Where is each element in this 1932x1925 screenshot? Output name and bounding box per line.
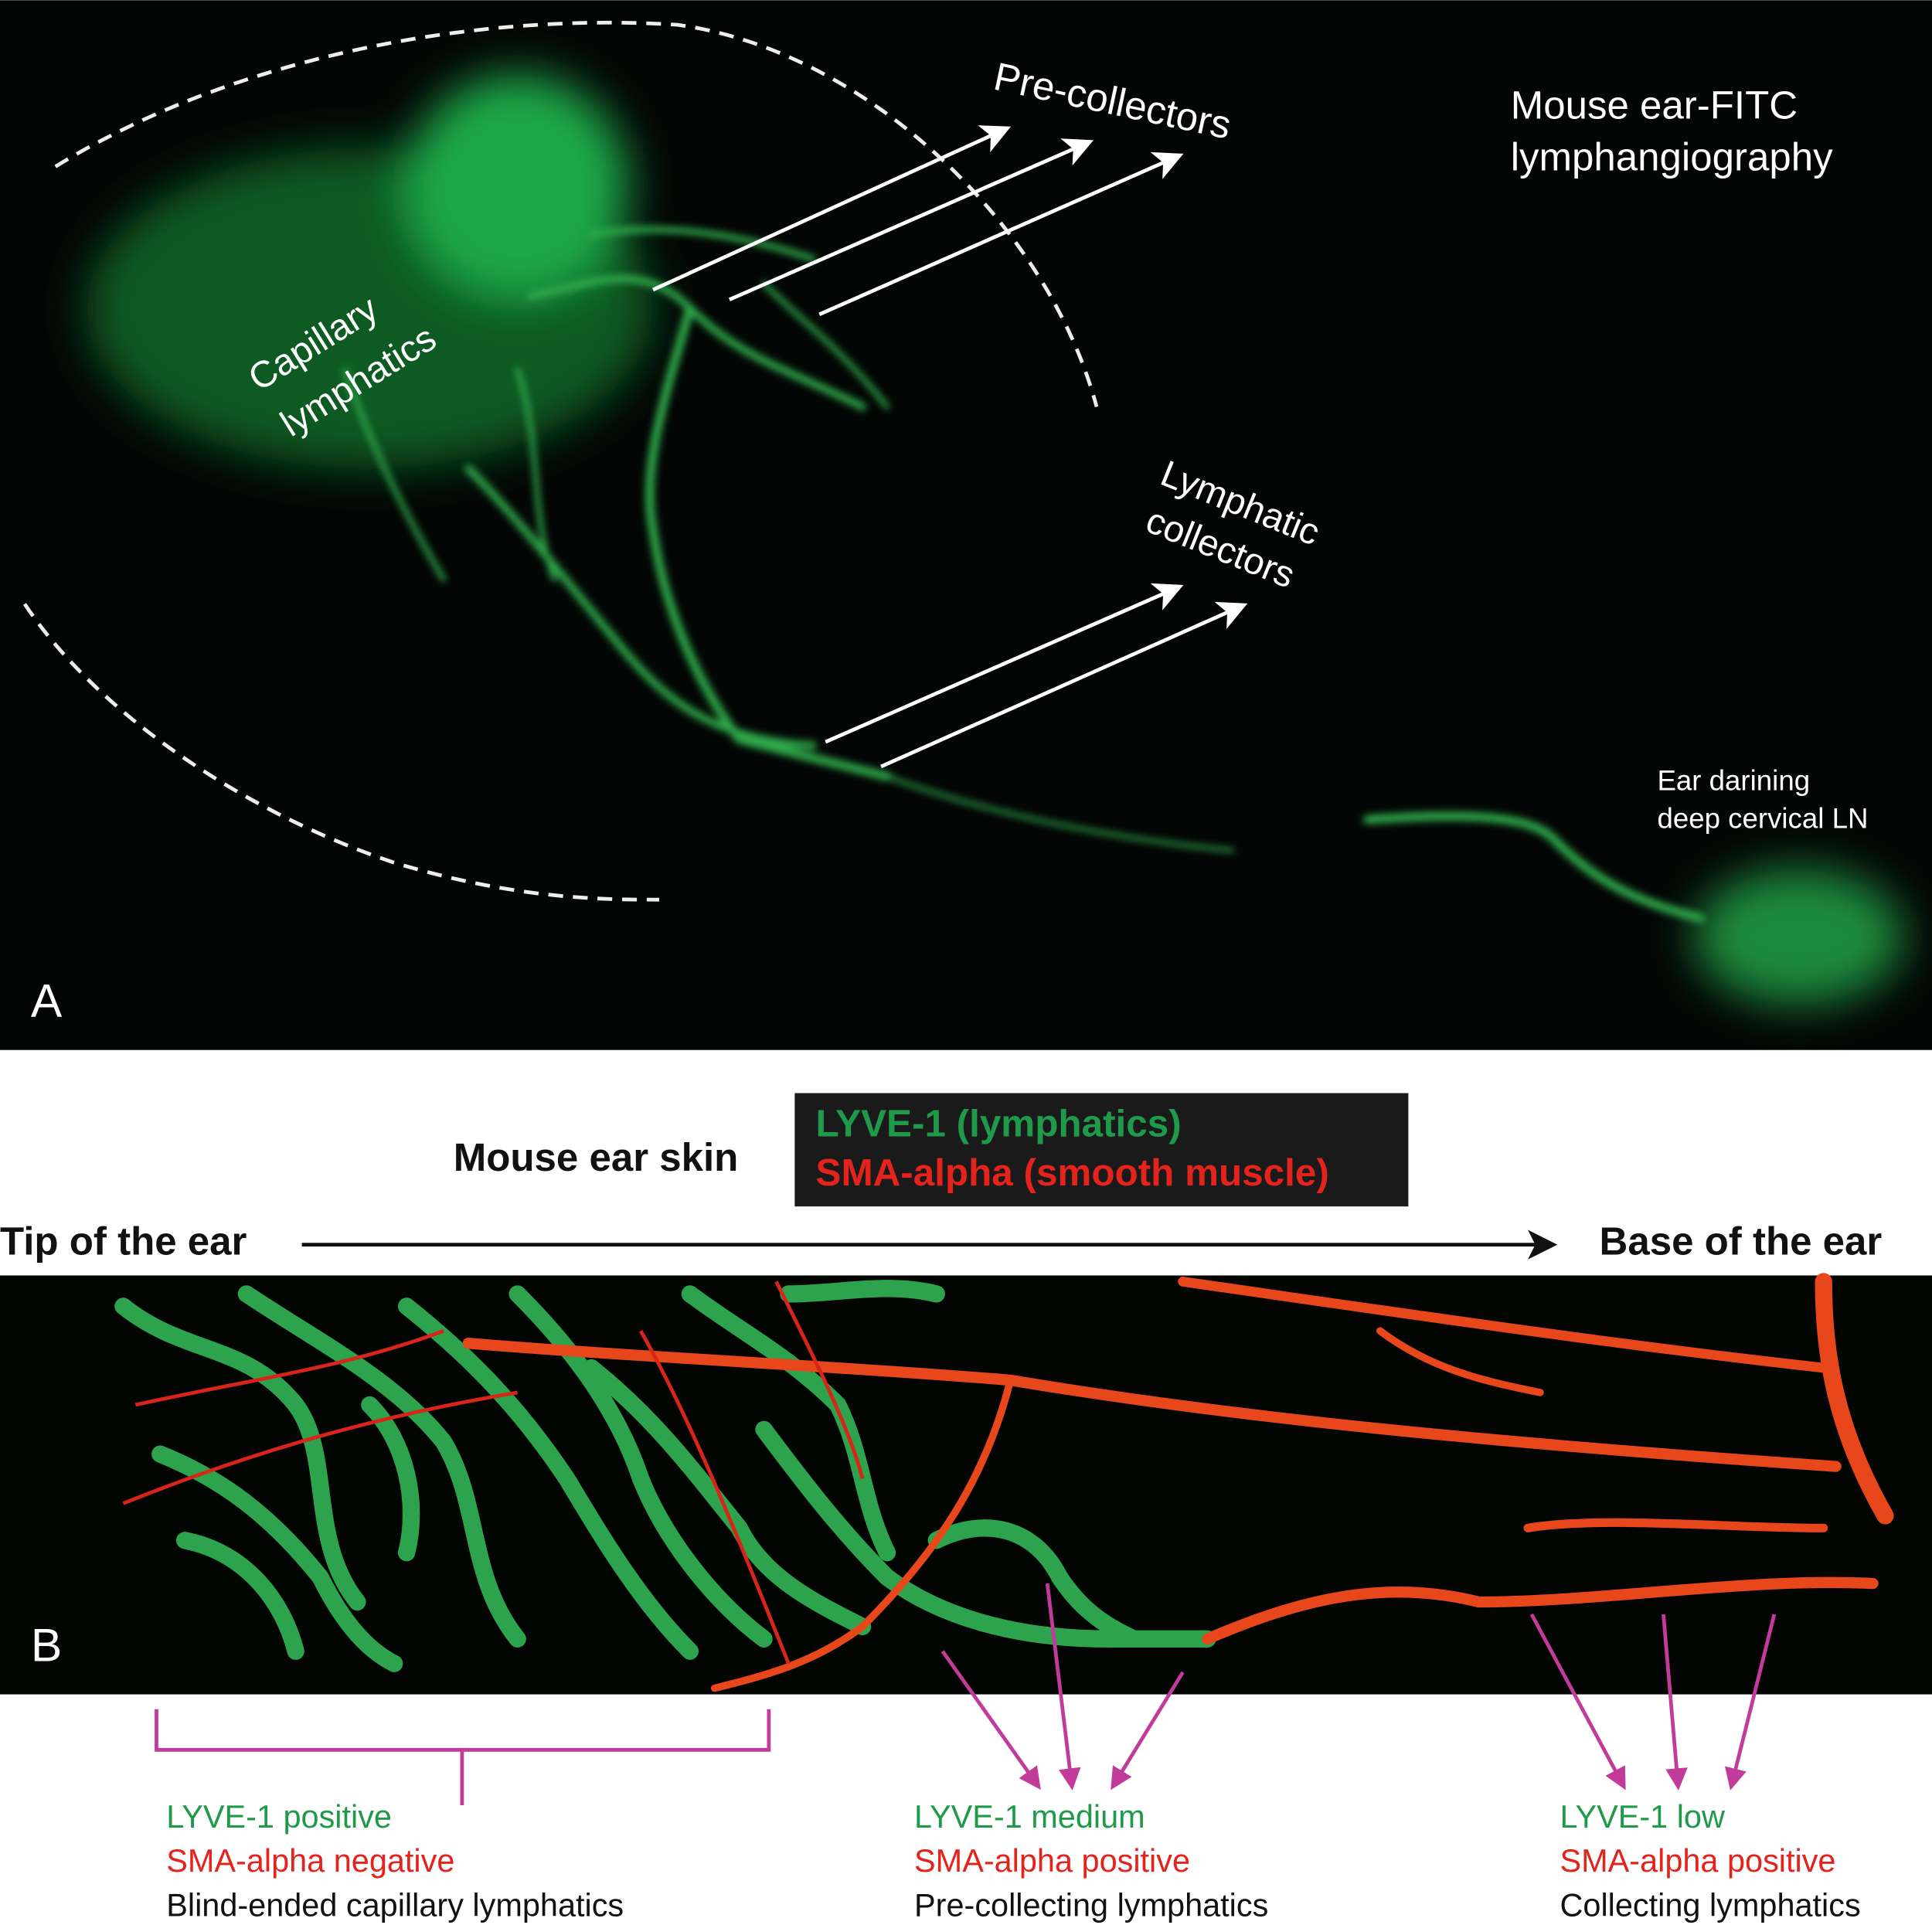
lymphatic-vessels: [114, 1280, 1216, 1672]
panel-a: Mouse ear-FITC lymphangiography Pre-coll…: [0, 0, 1932, 1050]
label: Ear darining: [1657, 764, 1810, 796]
ear-outline: [22, 603, 659, 902]
label: deep cervical LN: [1657, 803, 1868, 835]
panel-b-header: Mouse ear skin LYVE-1 (lymphatics) SMA-a…: [0, 1093, 1882, 1263]
fluorescence-glow: [86, 73, 1904, 1005]
arrows: [652, 125, 1248, 769]
annotation-line: LYVE-1 medium: [914, 1798, 1145, 1835]
legend-entry: LYVE-1 (lymphatics): [815, 1102, 1181, 1144]
title: lymphangiography: [1511, 134, 1833, 179]
vessels: [342, 226, 1705, 923]
annotation-line: Pre-collecting lymphatics: [914, 1887, 1268, 1923]
annotation-line: LYVE-1 positive: [166, 1798, 392, 1835]
annotation-line: SMA-alpha positive: [914, 1842, 1190, 1879]
ear-outline: [54, 20, 1099, 408]
annotation-text: LYVE-1 positive SMA-alpha negative Blind-e…: [166, 1798, 1860, 1923]
panel-b: B: [0, 1273, 1932, 1695]
legend-entry: SMA-alpha (smooth muscle): [815, 1151, 1328, 1194]
heading: Mouse ear skin: [454, 1135, 739, 1179]
annotation-marks: [155, 1583, 1777, 1806]
title: Mouse ear-FITC: [1511, 83, 1798, 127]
legend-box: [794, 1093, 1409, 1207]
axis-label: Tip of the ear: [0, 1219, 247, 1263]
annotation-line: LYVE-1 low: [1560, 1798, 1725, 1835]
axis-label: Base of the ear: [1600, 1219, 1883, 1263]
panel-letter: B: [31, 1619, 62, 1672]
smooth-muscle: [122, 1280, 865, 1665]
annotation-line: Collecting lymphatics: [1560, 1887, 1860, 1923]
annotation-line: SMA-alpha negative: [166, 1842, 454, 1879]
annotation-line: SMA-alpha positive: [1560, 1842, 1835, 1879]
panel-letter: A: [31, 974, 63, 1027]
annotation-line: Blind-ended capillary lymphatics: [166, 1887, 624, 1923]
